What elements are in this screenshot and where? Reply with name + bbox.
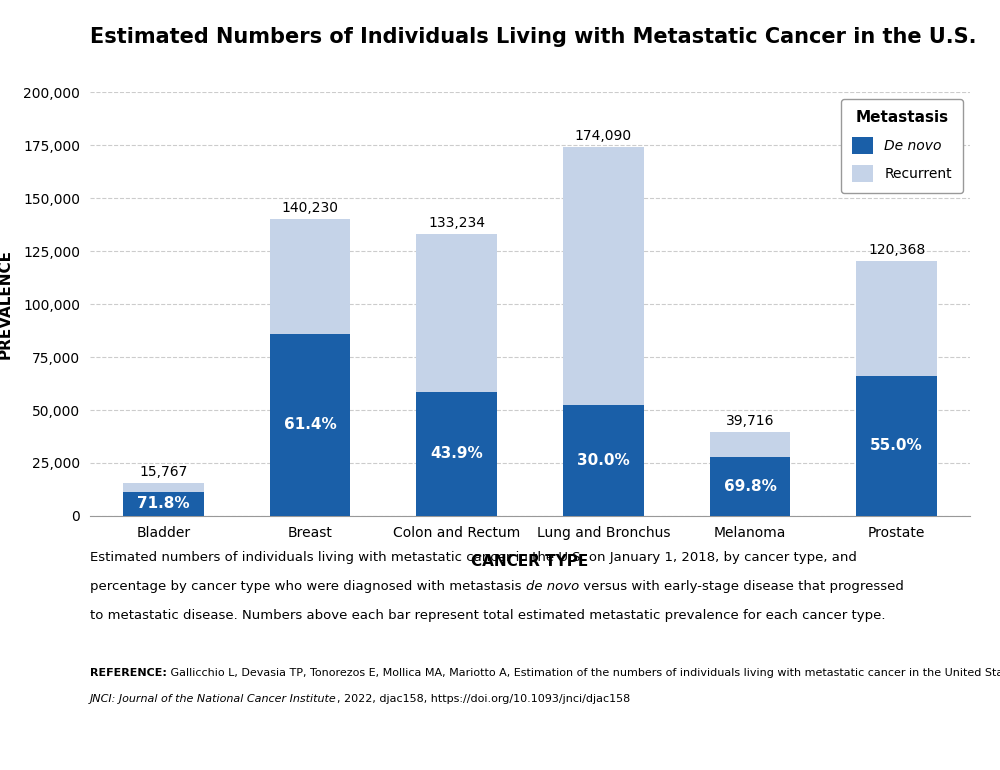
Text: 69.8%: 69.8% [724,479,776,494]
Legend: De novo, Recurrent: De novo, Recurrent [841,99,963,192]
Bar [123,483,204,516]
Bar [416,234,497,516]
Text: Estimated numbers of individuals living with metastatic cancer in the U.S. on Ja: Estimated numbers of individuals living … [90,551,857,564]
Bar [856,261,937,516]
Text: 174,090: 174,090 [575,129,632,143]
Text: 55.0%: 55.0% [870,438,923,454]
Bar [270,219,350,516]
Text: Estimated Numbers of Individuals Living with Metastatic Cancer in the U.S.: Estimated Numbers of Individuals Living … [90,27,976,47]
Bar [123,492,204,516]
Text: to metastatic disease. Numbers above each bar represent total estimated metastat: to metastatic disease. Numbers above eac… [90,609,886,622]
Text: percentage by cancer type who were diagnosed with metastasis: percentage by cancer type who were diagn… [90,580,526,593]
Text: 71.8%: 71.8% [137,497,190,511]
Bar [270,333,350,516]
Text: Gallicchio L, Devasia TP, Tonorezos E, Mollica MA, Mariotto A, Estimation of the: Gallicchio L, Devasia TP, Tonorezos E, M… [167,668,1000,678]
Y-axis label: PREVALENCE: PREVALENCE [0,249,12,359]
Text: , 2022, djac158, https://doi.org/10.1093/jnci/djac158: , 2022, djac158, https://doi.org/10.1093… [337,694,630,704]
X-axis label: CANCER TYPE: CANCER TYPE [471,554,589,568]
Bar [563,405,644,516]
Bar [563,147,644,516]
Bar [416,392,497,516]
Bar [710,457,790,516]
Bar [710,432,790,516]
Text: REFERENCE:: REFERENCE: [90,668,167,678]
Text: 30.0%: 30.0% [577,453,630,468]
Text: 61.4%: 61.4% [284,417,336,432]
Text: 15,767: 15,767 [139,465,188,479]
Text: de novo: de novo [526,580,579,593]
Text: 43.9%: 43.9% [430,447,483,461]
Text: 133,234: 133,234 [428,216,485,230]
Text: 120,368: 120,368 [868,243,925,257]
Text: JNCI: Journal of the National Cancer Institute: JNCI: Journal of the National Cancer Ins… [90,694,337,704]
Text: 140,230: 140,230 [282,201,338,215]
Text: versus with early-stage disease that progressed: versus with early-stage disease that pro… [579,580,904,593]
Text: 39,716: 39,716 [726,414,774,428]
Bar [856,376,937,516]
